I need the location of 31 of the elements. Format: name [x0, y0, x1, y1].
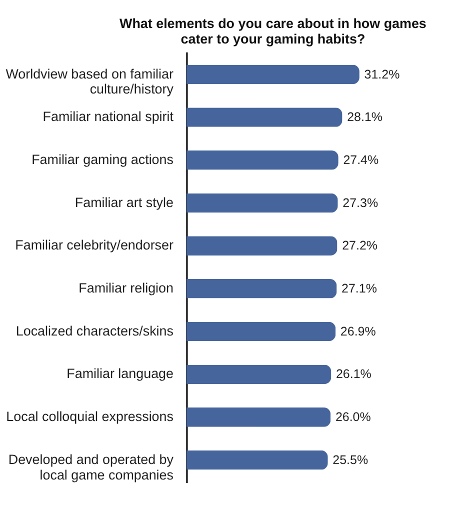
data-label: 27.3% [342, 196, 378, 210]
y-tick-label: Local colloquial expressions [6, 409, 174, 424]
chart-title: What elements do you care about in how games cater to your gaming habits? [120, 16, 426, 46]
bar [186, 322, 336, 342]
y-tick-label: Familiar gaming actions [32, 152, 174, 167]
y-tick-label: Familiar art style [74, 194, 174, 210]
bar [186, 450, 328, 470]
data-label: 25.5% [332, 452, 368, 467]
data-label: 27.4% [343, 152, 379, 167]
data-label: 26.9% [340, 324, 376, 338]
bar [186, 364, 332, 384]
y-tick-label: Familiar language [66, 366, 174, 382]
bar [186, 279, 337, 298]
data-label: 27.2% [342, 238, 378, 253]
bar [186, 150, 338, 170]
data-label: 28.1% [347, 110, 382, 124]
data-label: 26.0% [335, 410, 371, 424]
y-tick-label: Familiar religion [78, 280, 174, 296]
bar [186, 64, 360, 84]
y-tick-label: Familiar national spirit [42, 109, 174, 124]
y-tick-label: Localized characters/skins [16, 323, 174, 338]
bar [186, 108, 342, 127]
y-tick-label: Familiar celebrity/endorser [15, 238, 174, 253]
data-label: 27.1% [342, 282, 377, 296]
data-label: 31.2% [364, 67, 400, 82]
y-tick-label: Developed and operated by local game companies [8, 452, 174, 482]
data-label: 26.1% [336, 367, 372, 382]
bar [186, 408, 331, 427]
bar [186, 236, 338, 256]
bar [186, 193, 338, 213]
y-tick-label: Worldview based on familiar culture/history [6, 66, 174, 97]
